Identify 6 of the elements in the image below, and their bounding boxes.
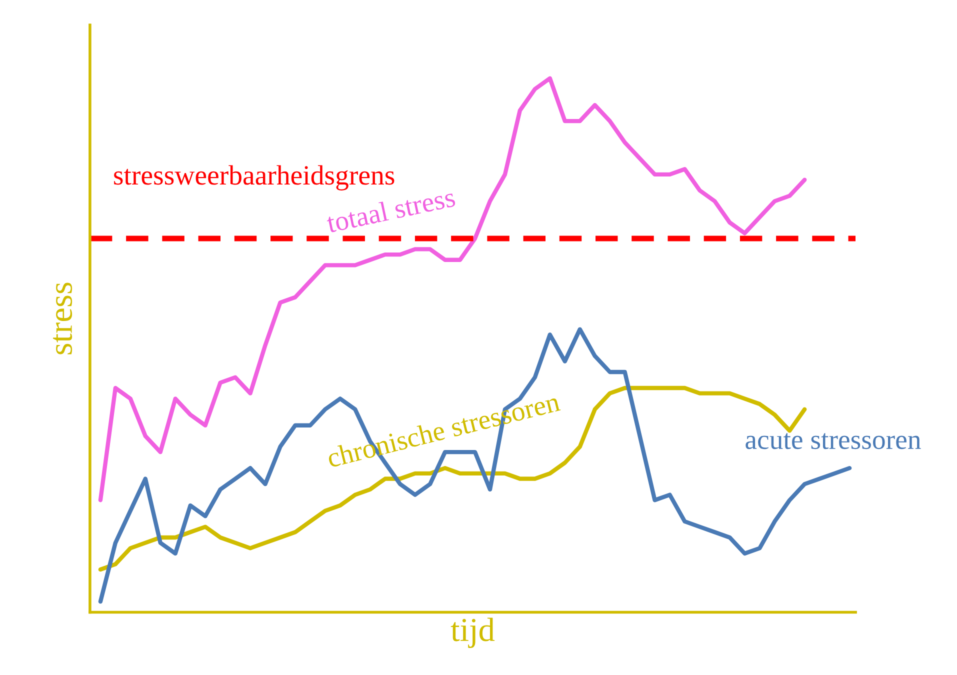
text: totaal stress [326,193,456,233]
ref-line-label: stressweerbaarheidsgrens [114,165,394,190]
x-axis-title: tijd [450,618,495,648]
series-label: acute stressoren [746,433,921,450]
text: chronische stressoren [326,391,561,468]
y-axis-title: stress [52,282,72,354]
